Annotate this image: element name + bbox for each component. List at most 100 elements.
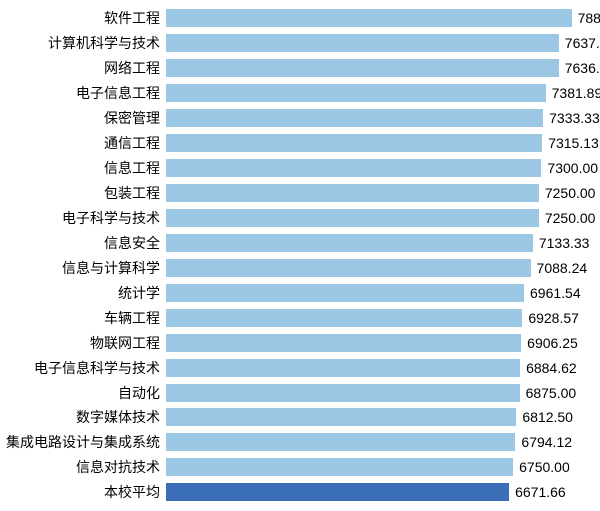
value-label: 7636.36 (559, 60, 600, 76)
bar-row: 电子信息工程7381.89 (0, 81, 592, 106)
bar-row-average: 本校平均 6671.66 (0, 480, 592, 505)
value-label: 7637.57 (559, 35, 600, 51)
bar (166, 159, 541, 177)
value-label: 6906.25 (521, 335, 578, 351)
bar (166, 34, 559, 52)
category-label: 计算机科学与技术 (0, 33, 166, 53)
bar (166, 109, 543, 127)
bar-row: 数字媒体技术 6812.50 (0, 405, 592, 430)
bar-row: 物联网工程 6906.25 (0, 330, 592, 355)
bar-row: 软件工程7886.36 (0, 6, 592, 31)
bar-row: 网络工程7636.36 (0, 56, 592, 81)
category-label: 信息对抗技术 (0, 457, 166, 477)
bar-row: 信息工程7300.00 (0, 156, 592, 181)
category-label: 软件工程 (0, 8, 166, 28)
value-label: 7333.33 (543, 110, 600, 126)
bar (166, 234, 533, 252)
bar-row: 信息对抗技术 6750.00 (0, 455, 592, 480)
category-label: 保密管理 (0, 108, 166, 128)
value-label: 6961.54 (524, 285, 581, 301)
category-label: 信息安全 (0, 233, 166, 253)
bar-track: 7886.36 (166, 6, 592, 31)
category-label: 网络工程 (0, 58, 166, 78)
value-label: 7250.00 (539, 210, 596, 226)
bar (166, 284, 524, 302)
bar-track: 7637.57 (166, 31, 592, 56)
category-label: 通信工程 (0, 133, 166, 153)
value-label: 7250.00 (539, 185, 596, 201)
value-label: 7133.33 (533, 235, 590, 251)
value-label: 6875.00 (520, 385, 577, 401)
bar-row: 通信工程7315.13 (0, 131, 592, 156)
bar-row: 车辆工程 6928.57 (0, 305, 592, 330)
bar (166, 209, 539, 227)
category-label: 电子科学与技术 (0, 208, 166, 228)
value-label: 7886.36 (572, 10, 600, 26)
category-label: 统计学 (0, 283, 166, 303)
bar-track: 6671.66 (166, 480, 592, 505)
value-label: 7300.00 (541, 160, 598, 176)
bar-track: 6812.50 (166, 405, 592, 430)
bar-track: 7333.33 (166, 106, 592, 131)
bar-track: 6794.12 (166, 430, 592, 455)
category-label: 电子信息工程 (0, 83, 166, 103)
bar (166, 259, 531, 277)
bar-track: 7636.36 (166, 56, 592, 81)
bar-track: 6906.25 (166, 330, 592, 355)
bar-row: 统计学 6961.54 (0, 280, 592, 305)
value-label: 7315.13 (542, 135, 599, 151)
bar-row: 电子信息科学与技术 6884.62 (0, 355, 592, 380)
bar-track: 7088.24 (166, 255, 592, 280)
bar (166, 84, 546, 102)
category-label: 信息工程 (0, 158, 166, 178)
category-label: 自动化 (0, 383, 166, 403)
bar-track: 6884.62 (166, 355, 592, 380)
category-label: 包装工程 (0, 183, 166, 203)
bar (166, 134, 542, 152)
bar-track: 6928.57 (166, 305, 592, 330)
bar (166, 359, 520, 377)
bar-track: 7315.13 (166, 131, 592, 156)
bar-track: 6961.54 (166, 280, 592, 305)
bar-track: 7250.00 (166, 181, 592, 206)
bar (166, 309, 522, 327)
value-label: 6794.12 (515, 434, 572, 450)
value-label: 7381.89 (546, 85, 600, 101)
bar (166, 59, 559, 77)
bar-row: 包装工程7250.00 (0, 181, 592, 206)
value-label: 6671.66 (509, 484, 566, 500)
bar-row: 计算机科学与技术7637.57 (0, 31, 592, 56)
bar-track: 7300.00 (166, 156, 592, 181)
bar-row: 集成电路设计与集成系统6794.12 (0, 430, 592, 455)
value-label: 7088.24 (531, 260, 588, 276)
bar (166, 433, 515, 451)
bar-track: 7250.00 (166, 206, 592, 231)
bar (166, 384, 520, 402)
bar-track: 7381.89 (166, 81, 592, 106)
value-label: 6884.62 (520, 360, 577, 376)
category-label: 物联网工程 (0, 333, 166, 353)
category-label: 本校平均 (0, 482, 166, 502)
value-label: 6750.00 (513, 459, 570, 475)
value-label: 6812.50 (516, 409, 573, 425)
bar (166, 334, 521, 352)
bar (166, 184, 539, 202)
bar (166, 458, 513, 476)
category-label: 车辆工程 (0, 308, 166, 328)
bar (166, 408, 516, 426)
value-label: 6928.57 (522, 310, 579, 326)
bar-row: 信息与计算科学 7088.24 (0, 255, 592, 280)
category-label: 电子信息科学与技术 (0, 358, 166, 378)
bar-track: 7133.33 (166, 230, 592, 255)
bar-row: 自动化 6875.00 (0, 380, 592, 405)
bar-track: 6875.00 (166, 380, 592, 405)
bar-highlight (166, 483, 509, 501)
bar (166, 9, 572, 27)
bar-row: 保密管理7333.33 (0, 106, 592, 131)
horizontal-bar-chart: 软件工程7886.36计算机科学与技术7637.57网络工程7636.36电子信… (0, 0, 600, 511)
category-label: 数字媒体技术 (0, 407, 166, 427)
bar-row: 信息安全 7133.33 (0, 230, 592, 255)
bar-row: 电子科学与技术7250.00 (0, 206, 592, 231)
category-label: 信息与计算科学 (0, 258, 166, 278)
bar-track: 6750.00 (166, 455, 592, 480)
